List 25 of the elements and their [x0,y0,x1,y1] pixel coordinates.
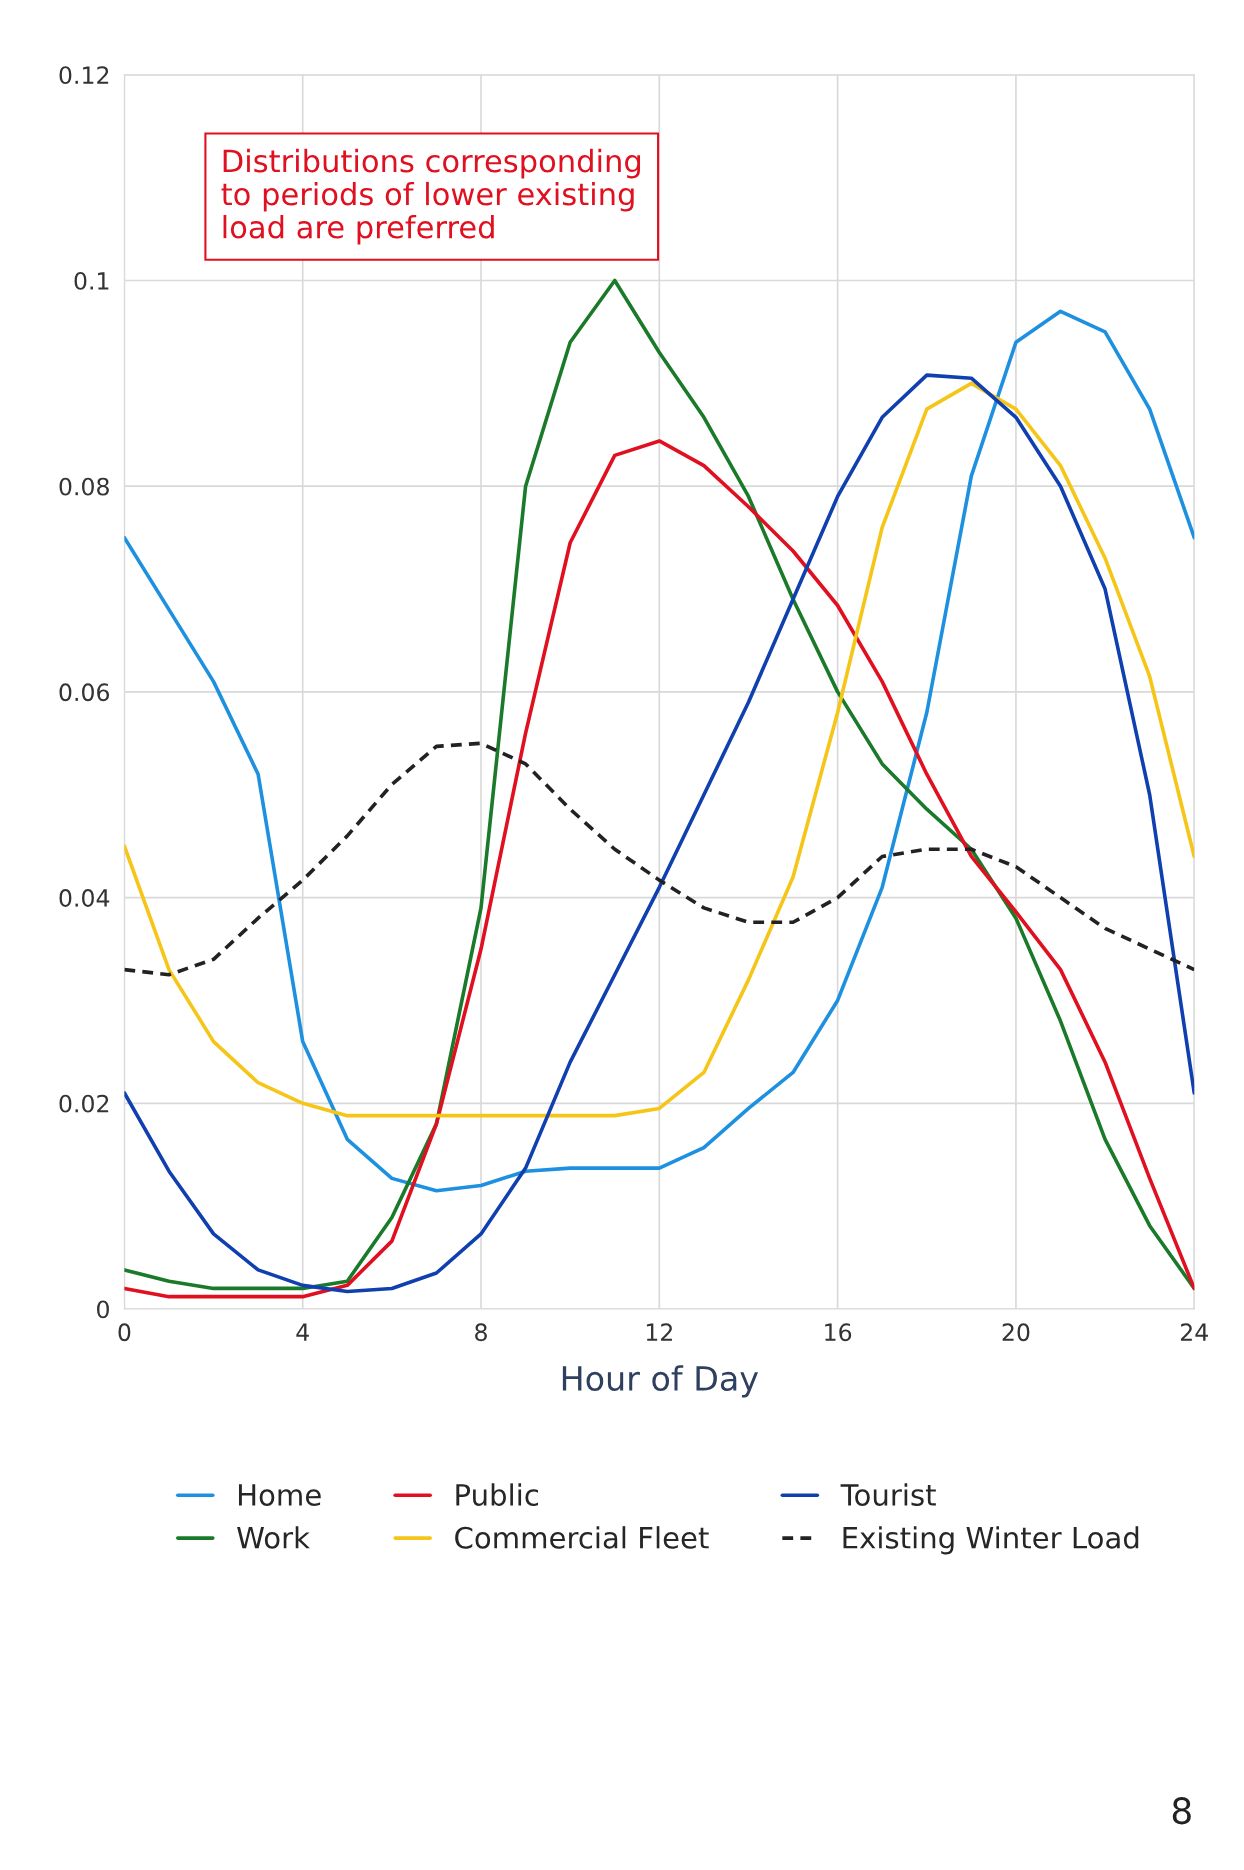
x-tick-label: 8 [475,1323,487,1342]
y-tick-label: 0.02 [59,1094,109,1113]
y-tick-label: 0 [97,1300,109,1319]
line-series [124,741,1195,977]
legend-label: Existing Winter Load [843,1526,1139,1555]
x-tick-label: 16 [825,1323,852,1342]
legend-label: Commercial Fleet [455,1526,709,1549]
legend-label: Home [238,1484,321,1506]
x-tick-label: 12 [646,1323,672,1341]
legend-label: Tourist [840,1483,936,1506]
x-tick-label: 4 [296,1323,309,1341]
line-series [124,381,1195,1118]
legend-label: Public [456,1483,539,1506]
y-tick-label: 0.08 [59,477,109,496]
y-tick-label: 0.06 [59,683,110,702]
y-tick-label: 0.12 [59,66,109,85]
text: 8 [1172,1797,1191,1825]
x-tick-label: 20 [1002,1323,1030,1342]
x-tick-label: 0 [118,1323,131,1342]
y-tick-label: 0.1 [74,271,109,290]
y-tick-label: 0.04 [59,889,110,907]
x-axis-title: Hour of Day [562,1365,759,1398]
x-tick-label: 24 [1180,1323,1208,1341]
annotation: Distributions corresponding to periods of lower existing load are preferred [221,148,641,245]
legend-label: Work [237,1526,310,1549]
